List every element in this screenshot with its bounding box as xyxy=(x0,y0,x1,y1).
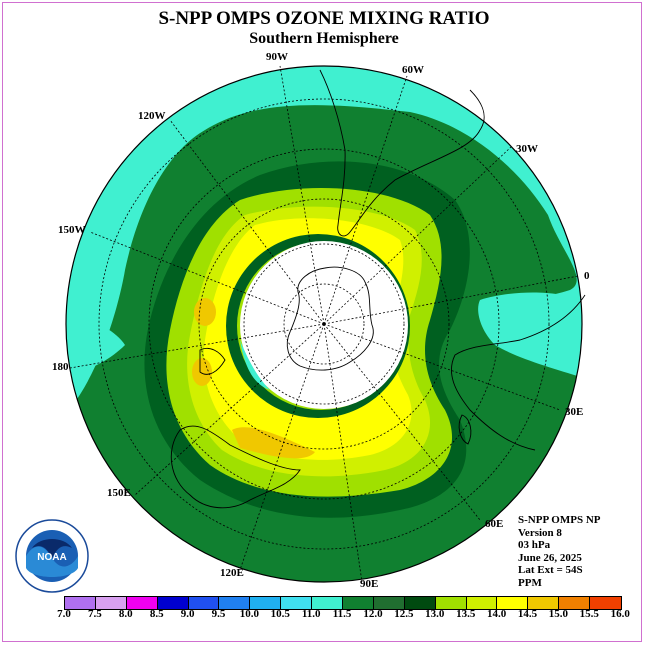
info-level: 03 hPa xyxy=(518,539,551,551)
colorbar-tick-label: 8.5 xyxy=(149,608,164,620)
colorbar-tick-label: 8.0 xyxy=(118,608,133,620)
colorbar-tick-label: 7.0 xyxy=(57,608,71,620)
colorbar-tick-label: 11.5 xyxy=(332,608,352,620)
colorbar-tick-label: 12.5 xyxy=(394,608,414,620)
colorbar-cell xyxy=(435,597,467,609)
info-version: Version 8 xyxy=(518,526,562,539)
graticule xyxy=(69,65,579,583)
lon-label-120e: 120E xyxy=(220,567,244,579)
colorbar-cell xyxy=(126,597,158,609)
info-units: PPM xyxy=(518,576,542,589)
colorbar-cell xyxy=(65,597,96,609)
antarctica-coast xyxy=(286,266,374,371)
madagascar-coast xyxy=(458,414,472,445)
lon-label-90w: 90W xyxy=(266,51,288,63)
colorbar-cell xyxy=(312,597,344,609)
colorbar-ticks: 7.0 7.5 8.0 8.5 9.0 9.5 10.0 10.5 11.0 11.5 12.0 12… xyxy=(54,608,630,622)
lon-label-150w: 150W xyxy=(58,224,86,236)
south-pole-marker xyxy=(322,322,326,326)
info-lat-extent: Lat Ext = 54S xyxy=(518,564,583,576)
contour-14-0-b xyxy=(192,358,212,386)
colorbar-cell xyxy=(219,597,251,609)
africa-coast xyxy=(451,294,586,451)
colorbar-tick-label: 9.0 xyxy=(180,608,195,620)
colorbar-tick-label: 7.5 xyxy=(88,608,102,620)
colorbar xyxy=(64,596,623,610)
contour-11-0-east xyxy=(478,292,582,380)
info-product: S-NPP OMPS NP xyxy=(518,514,601,526)
colorbar-tick-label: 14.0 xyxy=(486,608,507,620)
lon-label-150e: 150E xyxy=(107,487,131,499)
noaa-logo-text: NOAA xyxy=(37,552,66,563)
colorbar-cell xyxy=(281,597,313,609)
colorbar-tick-label: 15.0 xyxy=(548,608,569,620)
colorbar-cell xyxy=(559,597,591,609)
lon-label-60e: 60E xyxy=(485,518,503,530)
map-border xyxy=(65,65,583,583)
lon-label-120w: 120W xyxy=(138,110,166,122)
colorbar-tick-label: 10.0 xyxy=(239,608,260,620)
product-info: S-NPP OMPS NP Version 8 03 hPa June 26, … xyxy=(518,514,601,589)
new-zealand-coast xyxy=(199,347,226,375)
colorbar-cell xyxy=(528,597,560,609)
lon-label-0: 0 xyxy=(584,270,590,282)
colorbar-cell xyxy=(250,597,282,609)
contour-14-0-a xyxy=(194,298,216,326)
colorbar-tick-label: 13.5 xyxy=(456,608,476,620)
colorbar-tick-label: 14.5 xyxy=(517,608,538,620)
map-title: S-NPP OMPS OZONE MIXING RATIO xyxy=(158,8,490,29)
colorbar-tick-label: 15.5 xyxy=(579,608,599,620)
info-date: June 26, 2025 xyxy=(518,551,582,564)
colorbar-cell xyxy=(466,597,498,609)
colorbar-tick-label: 9.5 xyxy=(211,608,226,620)
colorbar-tick-label: 11.0 xyxy=(301,608,321,620)
map-subtitle: Southern Hemisphere xyxy=(249,30,399,47)
colorbar-cell xyxy=(590,597,622,609)
colorbar-cell xyxy=(373,597,405,609)
colorbar-cell xyxy=(95,597,127,609)
lon-label-30w: 30W xyxy=(516,143,538,155)
lon-label-180: 180 xyxy=(52,361,69,373)
colorbar-cell xyxy=(404,597,436,609)
map-frame xyxy=(2,2,642,642)
colorbar-tick-label: 12.0 xyxy=(363,608,383,620)
contour-11-0-west xyxy=(66,319,125,380)
colorbar-tick-label: 16.0 xyxy=(610,608,630,620)
noaa-logo: NOAA xyxy=(15,519,89,593)
colorbar-cell xyxy=(157,597,189,609)
australia-coast xyxy=(170,425,301,509)
colorbar-cell xyxy=(497,597,529,609)
lon-label-90e: 90E xyxy=(360,578,378,590)
lon-label-30e: 30E xyxy=(565,406,583,418)
lon-label-60w: 60W xyxy=(402,64,424,76)
colorbar-cell xyxy=(343,597,374,609)
colorbar-cell xyxy=(188,597,220,609)
colorbar-tick-label: 13.0 xyxy=(425,608,445,620)
colorbar-tick-label: 10.5 xyxy=(270,608,290,620)
contour-14-0-c xyxy=(232,427,315,459)
